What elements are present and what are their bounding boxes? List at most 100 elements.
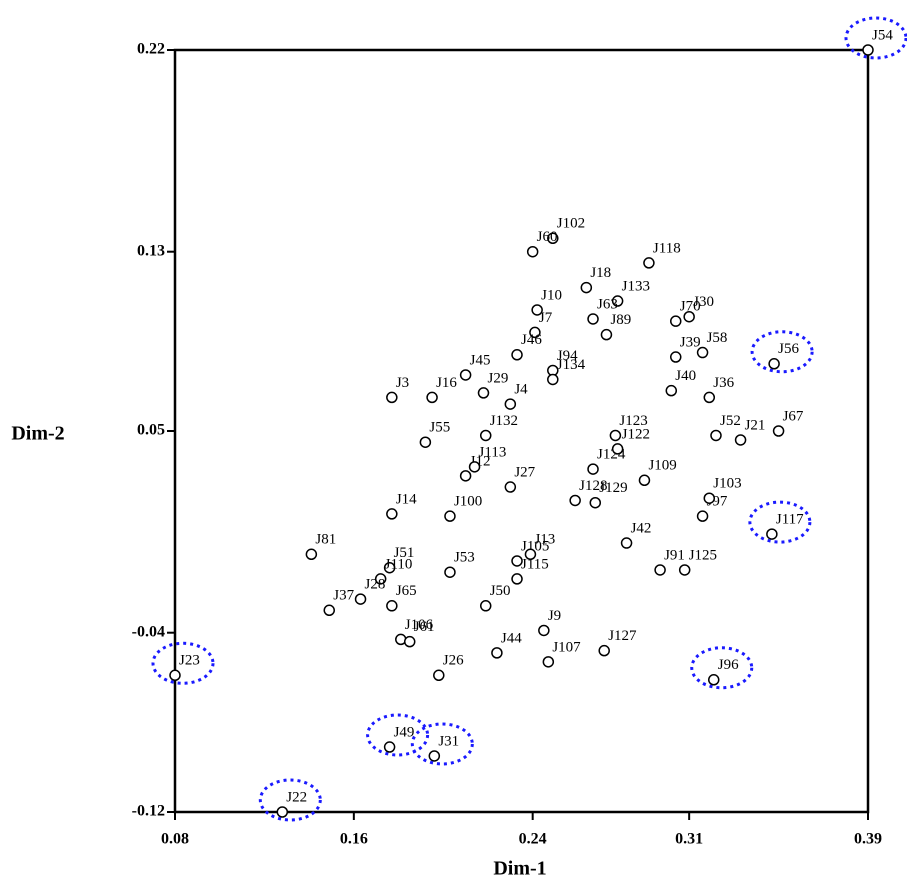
point-label: J7 xyxy=(539,310,553,326)
point-label: J45 xyxy=(470,352,491,368)
point-label: J40 xyxy=(675,368,696,384)
point-label: J23 xyxy=(179,653,200,669)
point-label: J118 xyxy=(653,240,681,256)
point xyxy=(386,391,398,404)
point xyxy=(459,470,472,482)
point-label: J30 xyxy=(693,294,714,310)
point xyxy=(374,573,387,585)
point xyxy=(529,326,541,339)
point-label: J123 xyxy=(619,413,647,429)
point-label: J21 xyxy=(745,417,766,433)
point-label: J81 xyxy=(315,532,336,548)
point-label: J103 xyxy=(713,476,741,492)
point xyxy=(444,510,456,522)
point xyxy=(477,387,490,399)
point xyxy=(459,369,472,381)
point xyxy=(862,44,874,56)
point-label: J67 xyxy=(783,408,804,424)
point xyxy=(638,474,651,487)
point-label: J56 xyxy=(778,341,799,357)
point-label: J16 xyxy=(436,375,457,391)
highlight-ellipse xyxy=(258,778,322,822)
point-label: J37 xyxy=(333,588,354,604)
highlight-ellipse xyxy=(151,641,215,685)
point xyxy=(479,429,492,442)
point xyxy=(696,510,709,522)
point xyxy=(323,604,335,617)
point-label: J60 xyxy=(537,229,558,245)
point-label: J44 xyxy=(501,630,522,646)
x-tick-label: 0.08 xyxy=(161,831,189,848)
highlight-ellipse xyxy=(410,722,474,766)
point xyxy=(433,669,445,682)
point-label: J14 xyxy=(396,491,417,507)
point-label: J127 xyxy=(608,628,637,644)
point xyxy=(383,741,396,753)
highlight-ellipse xyxy=(690,646,754,690)
point xyxy=(491,647,503,659)
point xyxy=(734,434,747,446)
point-label: J128 xyxy=(579,478,607,494)
point xyxy=(354,593,367,605)
x-tick-label: 0.31 xyxy=(675,831,703,848)
x-tick-label: 0.16 xyxy=(340,831,368,848)
point-label: J51 xyxy=(394,545,415,561)
point xyxy=(683,310,695,323)
point xyxy=(547,232,559,245)
point-label: J39 xyxy=(680,334,701,350)
point xyxy=(710,429,722,442)
point-label: J134 xyxy=(557,357,586,373)
point-label: J28 xyxy=(365,577,386,593)
point xyxy=(403,635,416,648)
point-label: J100 xyxy=(454,494,482,510)
point-label: J26 xyxy=(443,653,464,669)
point xyxy=(524,548,537,561)
x-axis-label: Dim-1 xyxy=(493,858,546,880)
point-label: J27 xyxy=(514,464,535,480)
point xyxy=(772,425,785,437)
point xyxy=(386,600,398,612)
point-label: J3 xyxy=(396,375,409,391)
point xyxy=(468,461,481,473)
point-label: J133 xyxy=(622,278,650,294)
point xyxy=(504,481,517,493)
point-label: J29 xyxy=(487,370,508,386)
point-label: J65 xyxy=(396,583,417,599)
x-tick-label: 0.24 xyxy=(519,831,547,848)
point-label: J115 xyxy=(521,556,549,572)
point xyxy=(511,349,523,361)
point xyxy=(643,257,655,269)
point xyxy=(580,281,593,294)
point xyxy=(587,463,599,475)
point xyxy=(386,508,398,520)
highlight-ellipse xyxy=(750,330,814,374)
point-label: J49 xyxy=(394,724,415,740)
point-label: J106 xyxy=(405,617,434,633)
point xyxy=(444,566,456,578)
point-label: J52 xyxy=(720,413,741,429)
point xyxy=(768,358,780,370)
point xyxy=(426,391,438,404)
point xyxy=(703,492,716,504)
point-label: J89 xyxy=(610,312,631,328)
point xyxy=(538,624,550,637)
point-label: J50 xyxy=(490,583,511,599)
point xyxy=(766,528,778,540)
point-label: J36 xyxy=(713,375,734,391)
point-label: J122 xyxy=(622,426,650,442)
point xyxy=(511,555,523,567)
x-tick-label: 0.39 xyxy=(854,831,882,848)
point xyxy=(620,537,633,549)
point-label: J18 xyxy=(590,265,611,281)
point-label: J70 xyxy=(680,299,701,315)
point-label: J10 xyxy=(541,287,562,303)
point-label: J102 xyxy=(557,216,585,232)
point xyxy=(526,245,539,258)
point xyxy=(696,346,709,359)
point xyxy=(511,573,523,585)
point-label: J113 xyxy=(479,444,507,460)
point xyxy=(600,328,613,341)
point-label: J63 xyxy=(597,296,618,312)
highlight-ellipse xyxy=(748,500,812,544)
